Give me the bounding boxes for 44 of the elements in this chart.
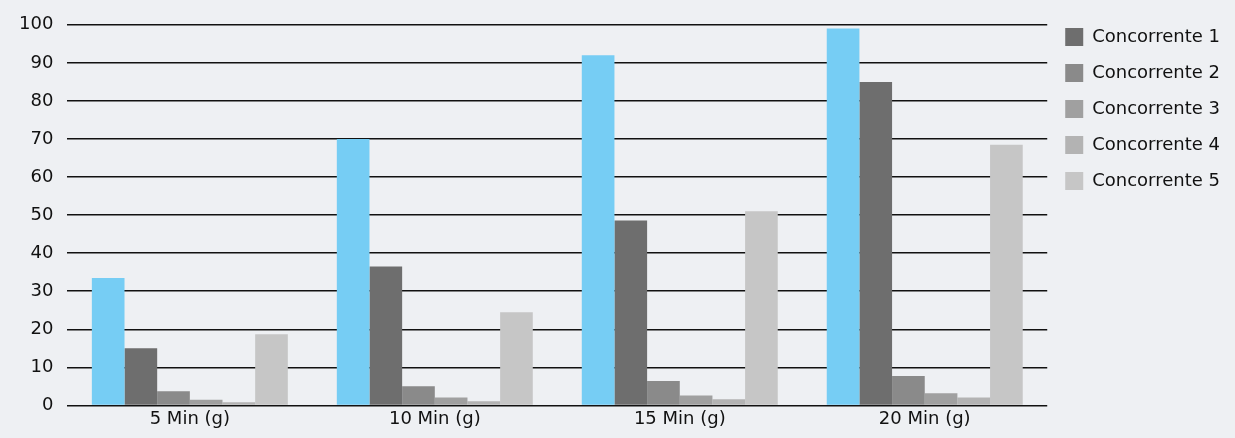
y-tick-label: 10: [30, 355, 54, 377]
bar: [157, 391, 190, 405]
bar: [434, 397, 468, 405]
y-tick-label: 50: [30, 202, 54, 224]
x-tick-label: 5 Min (g): [149, 406, 230, 428]
bar: [222, 402, 256, 405]
y-tick-label: 40: [30, 240, 54, 262]
bar: [745, 211, 778, 405]
bar: [581, 55, 615, 405]
bar: [679, 395, 713, 405]
x-tick-label: 15 Min (g): [633, 406, 726, 428]
y-tick-label: 100: [19, 12, 54, 34]
y-tick-label: 30: [30, 278, 54, 300]
y-tick-label: 80: [30, 88, 54, 110]
bar: [189, 399, 223, 405]
bar: [467, 401, 501, 405]
bar: [614, 220, 648, 405]
bar: [892, 376, 925, 405]
bar: [712, 399, 746, 405]
bar: [369, 266, 403, 405]
bar: [647, 381, 680, 405]
y-tick-label: 60: [30, 164, 54, 186]
legend-label: Concorrente 4: [1092, 132, 1221, 154]
bar: [336, 138, 370, 405]
legend-label: Concorrente 3: [1092, 96, 1221, 118]
bar: [859, 81, 893, 405]
bar: [826, 28, 860, 405]
x-tick-label: 10 Min (g): [388, 406, 481, 428]
legend-label: Concorrente 2: [1092, 60, 1221, 82]
bar: [402, 386, 435, 405]
bar: [500, 312, 533, 405]
y-tick-label: 90: [30, 50, 54, 72]
y-tick-label: 0: [41, 393, 54, 415]
bar: [990, 144, 1023, 405]
legend-label: Concorrente 5: [1092, 168, 1221, 190]
bar: [924, 393, 958, 405]
bar: [957, 397, 991, 405]
y-tick-label: 20: [30, 316, 54, 338]
bar: [255, 334, 288, 405]
legend-label: Concorrente 1: [1092, 24, 1221, 46]
x-tick-label: 20 Min (g): [878, 406, 971, 428]
bar: [124, 348, 158, 405]
y-tick-label: 70: [30, 126, 54, 148]
bar: [91, 277, 125, 405]
